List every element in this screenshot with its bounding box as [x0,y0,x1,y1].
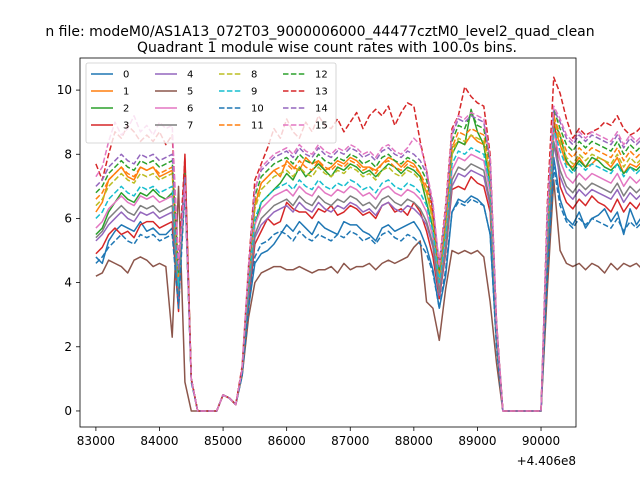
x-tick-label: 85000 [204,434,242,448]
x-tick-label: 83000 [77,434,115,448]
legend-label-13: 13 [315,87,328,98]
legend-label-4: 4 [187,70,193,81]
legend-label-3: 3 [123,121,129,132]
x-tick-label: 90000 [522,434,560,448]
file-title: n file: modeM0/AS1A13_072T03_9000006000_… [45,24,594,40]
y-tick-label: 0 [64,404,72,418]
legend-label-12: 12 [315,70,328,81]
chart-title: Quadrant 1 module wise count rates with … [137,40,517,56]
legend-label-6: 6 [187,104,193,115]
x-axis: 83000 84000 85000 86000 87000 88000 89000 90000 [77,427,560,448]
x-tick-label: 86000 [268,434,306,448]
legend-label-5: 5 [187,87,193,98]
x-tick-label: 88000 [395,434,433,448]
x-tick-label: 87000 [331,434,369,448]
legend-label-7: 7 [187,121,193,132]
series-line-15 [95,105,640,412]
legend-label-11: 11 [251,121,264,132]
x-offset-label: +4.406e8 [517,454,576,468]
y-axis: 0 2 4 6 8 10 [57,83,80,418]
legend-label-14: 14 [315,104,328,115]
legend-label-10: 10 [251,104,264,115]
legend-label-8: 8 [251,70,257,81]
legend-label-0: 0 [123,70,129,81]
legend-label-1: 1 [123,87,129,98]
legend-frame [85,62,337,144]
x-tick-label: 89000 [458,434,496,448]
y-tick-label: 4 [64,276,72,290]
series-line-14 [95,108,640,412]
x-tick-label: 84000 [140,434,178,448]
y-tick-label: 10 [57,83,72,97]
series-line-12 [95,108,640,412]
legend-label-15: 15 [315,121,328,132]
legend-label-9: 9 [251,87,257,98]
legend-label-2: 2 [123,104,129,115]
y-tick-label: 8 [64,147,72,161]
series-layer [95,76,640,412]
y-tick-label: 2 [64,340,72,354]
y-tick-label: 6 [64,211,72,225]
plot-frame [79,57,577,428]
